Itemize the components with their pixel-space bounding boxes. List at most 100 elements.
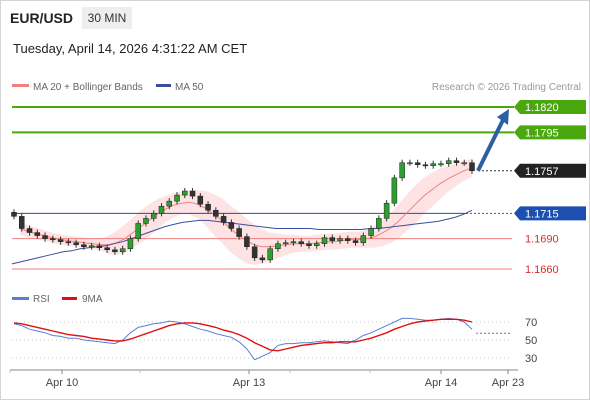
rsi-ma-line	[13, 318, 473, 352]
candle	[236, 225, 242, 240]
candle	[275, 240, 281, 252]
candle	[414, 159, 421, 168]
candle	[298, 238, 304, 247]
credit-label: Research © 2026 Trading Central	[432, 82, 581, 93]
candle	[205, 201, 211, 214]
candle	[158, 203, 165, 217]
target-arrowhead	[497, 109, 509, 125]
ma9-legend-label: 9MA	[82, 294, 103, 305]
candle	[383, 200, 390, 222]
candle	[228, 219, 235, 232]
candle	[11, 209, 17, 220]
pivot-tag	[514, 206, 586, 221]
candle	[19, 213, 25, 232]
resistance-tag	[514, 125, 586, 140]
target-arrow	[476, 109, 509, 172]
level-tags: 1.1820 1.1795 1.1757 1.1715 1.1690 1.1660	[514, 100, 586, 276]
candle	[368, 225, 374, 239]
candle	[104, 244, 110, 253]
candle	[267, 245, 273, 263]
chart-datetime: Tuesday, April 14, 2026 4:31:22 AM CET	[13, 41, 248, 56]
time-tick-label: Apr 13	[233, 377, 265, 389]
candle	[290, 238, 297, 246]
candle	[182, 188, 188, 199]
candle	[306, 240, 312, 249]
ma20-legend-label: MA 20 + Bollinger Bands	[33, 82, 143, 93]
candle	[259, 254, 266, 263]
rsi-tick-label: 30	[525, 353, 537, 365]
candle	[81, 241, 87, 250]
candle	[445, 157, 452, 167]
candle	[376, 215, 382, 232]
candle	[50, 235, 56, 243]
candle	[119, 245, 126, 255]
candle	[329, 234, 336, 244]
candle	[96, 242, 103, 251]
candle	[73, 239, 79, 248]
candle	[244, 233, 250, 250]
pivot-label: 1.1715	[525, 208, 559, 220]
last-label: 1.1757	[525, 166, 559, 178]
timeframe-badge[interactable]: 30 MIN	[82, 7, 132, 29]
rsi-tick-label: 70	[525, 317, 537, 329]
candle	[461, 159, 467, 166]
candle	[57, 236, 64, 245]
resistance-label: 1.1795	[525, 127, 559, 139]
candle	[438, 160, 444, 167]
candle	[197, 193, 204, 208]
candle	[135, 220, 141, 242]
candle	[453, 157, 460, 166]
candle	[65, 238, 72, 246]
candle	[321, 234, 328, 247]
candle	[282, 239, 289, 247]
candle	[174, 192, 180, 205]
candle	[143, 215, 149, 227]
ma50-legend-swatch	[156, 84, 171, 87]
time-tick-label: Apr 10	[46, 377, 78, 389]
candle	[251, 243, 258, 261]
ma20-legend-swatch	[12, 84, 29, 87]
candle	[469, 159, 475, 174]
candle	[399, 159, 405, 181]
candle	[337, 235, 343, 244]
candle	[213, 207, 219, 220]
ma50-legend-label: MA 50	[175, 82, 204, 93]
time-tick-label: Apr 14	[425, 377, 457, 389]
candle	[430, 160, 436, 169]
candle	[345, 235, 351, 244]
symbol-title: EUR/USD	[10, 10, 74, 26]
candle	[313, 240, 320, 249]
rsi-tick-label: 50	[525, 335, 537, 347]
resistance-label: 1.1820	[525, 102, 559, 114]
candle	[150, 210, 157, 222]
candle	[189, 188, 196, 200]
candle	[34, 229, 41, 239]
rsi-panel: 70 50 30	[12, 317, 537, 365]
rsi-line	[13, 317, 473, 361]
candle	[26, 225, 33, 236]
candle	[360, 232, 367, 246]
candle	[220, 213, 227, 226]
rsi-legend-label: RSI	[33, 294, 50, 305]
candle	[112, 246, 118, 255]
candlesticks	[11, 157, 475, 263]
candle	[422, 161, 429, 169]
support-label: 1.1690	[525, 234, 559, 246]
candle	[127, 235, 134, 252]
time-axis-ticks: Apr 10 Apr 13 Apr 14 Apr 23	[9, 370, 524, 389]
candle	[166, 198, 173, 210]
resistance-tag	[514, 100, 586, 114]
ma50-line	[11, 209, 473, 265]
candle	[391, 174, 398, 207]
candle	[88, 242, 95, 250]
time-tick-label: Apr 23	[492, 377, 524, 389]
ma9-legend-swatch	[62, 297, 77, 300]
last-tag	[514, 163, 586, 178]
candle	[42, 232, 48, 242]
candle	[407, 159, 413, 166]
rsi-legend-swatch	[12, 297, 29, 300]
candle	[352, 237, 359, 246]
price-levels	[12, 106, 514, 270]
target-arrow-shaft	[476, 119, 505, 172]
